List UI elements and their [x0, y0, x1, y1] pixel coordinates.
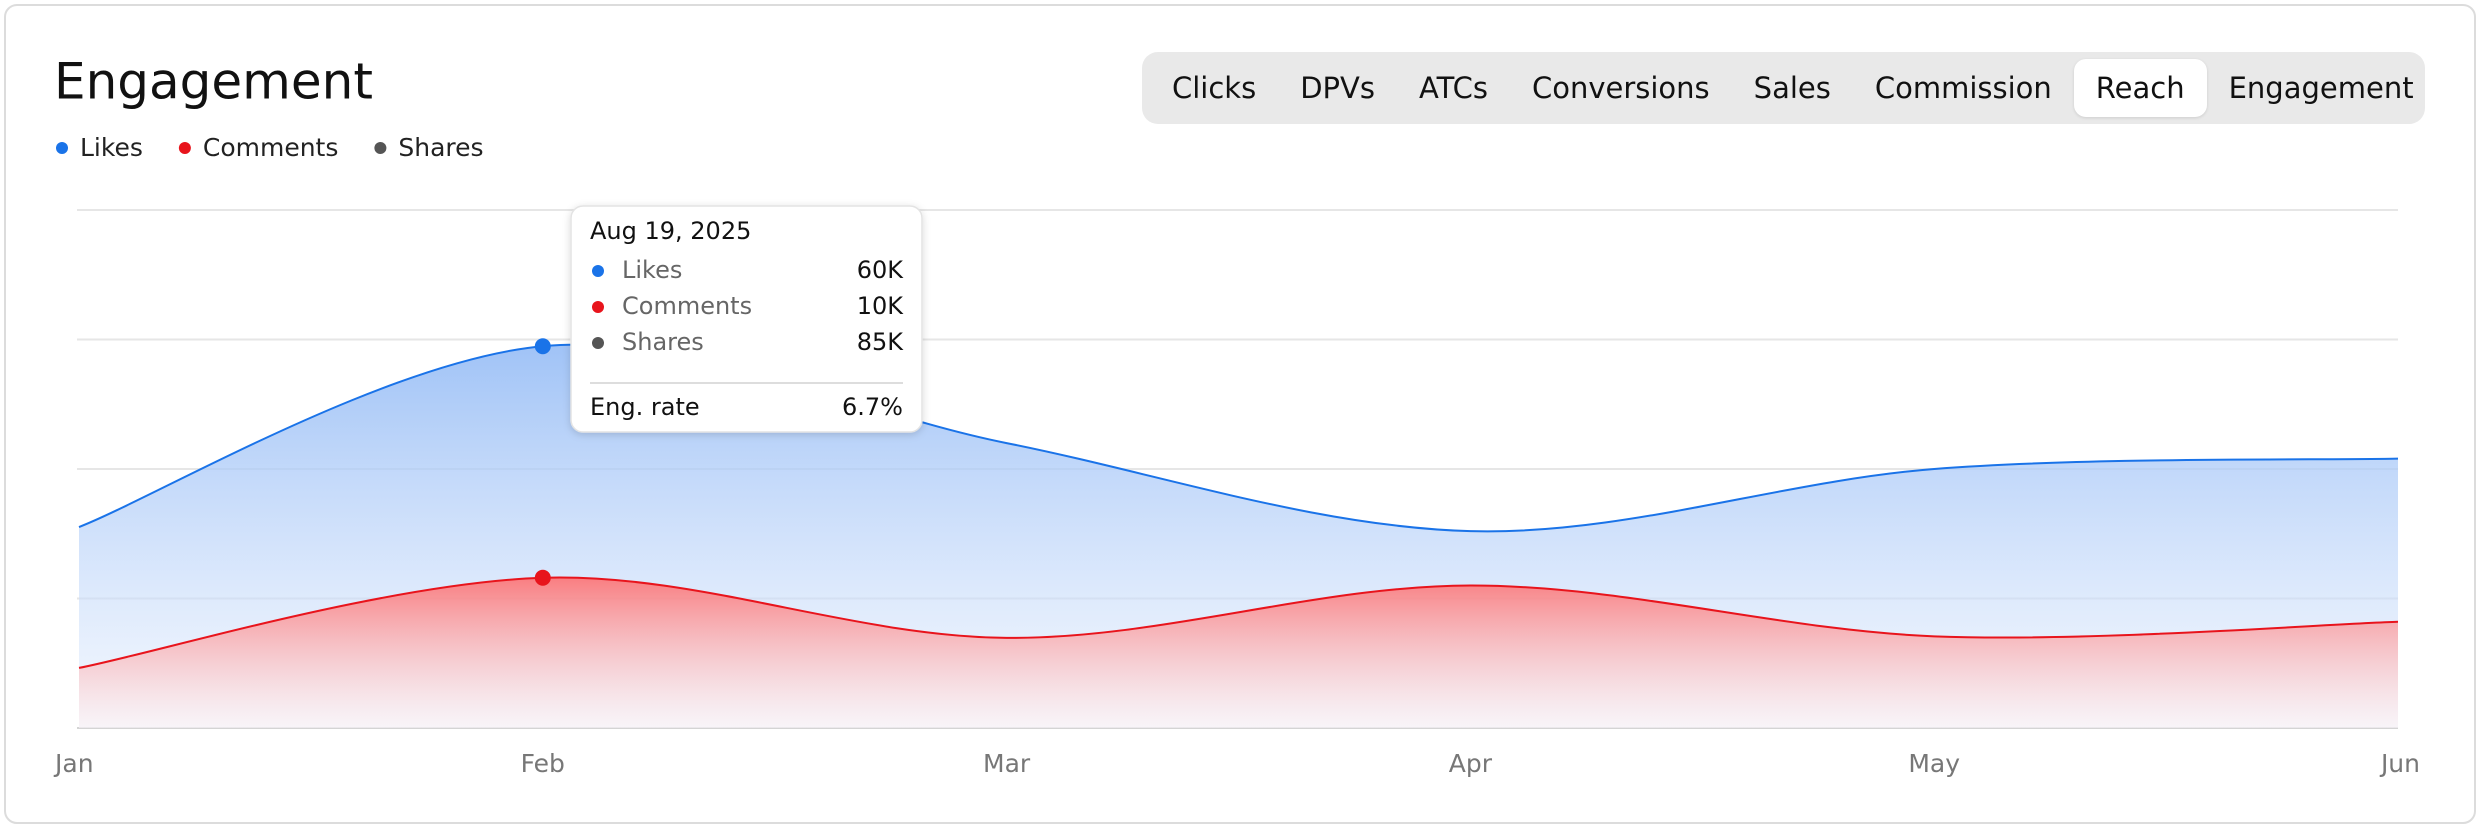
tooltip-value: 85K [857, 328, 905, 356]
tooltip-name: Shares [622, 328, 704, 356]
tooltip-value: 10K [857, 292, 905, 320]
tab[interactable]: Engagement [2228, 71, 2414, 105]
tooltip: Aug 19, 2025 Likes 60K Comments 10K Shares 85K… [570, 205, 923, 433]
legend-label: Comments [203, 133, 339, 162]
tooltip-dot [592, 337, 604, 349]
line [78, 576, 2399, 669]
tab[interactable]: DPVs [1300, 71, 1375, 105]
hover-dot [534, 569, 551, 586]
tab[interactable]: ATCs [1418, 71, 1488, 105]
tab[interactable]: Conversions [1531, 71, 1710, 105]
tooltip-rate: 6.7% [842, 393, 903, 421]
tab-bar: Clicks DPVs ATCs Conversions Sales Commission… [1142, 52, 2425, 124]
tab[interactable]: Commission [1874, 71, 2052, 105]
tooltip-date: Aug 19, 2025 [590, 217, 751, 245]
tooltip-name: Likes [622, 256, 682, 284]
tooltip-box [570, 205, 923, 433]
tooltip-value: 60K [857, 256, 905, 284]
tab[interactable]: Reach [2073, 59, 2207, 117]
tooltip-name: Comments [622, 292, 752, 320]
x-tick-label: Feb [521, 749, 565, 778]
legend-dot [56, 142, 68, 154]
tab[interactable]: Sales [1753, 71, 1831, 105]
hover-dot [534, 338, 551, 355]
legend-dot [374, 142, 387, 154]
tooltip-rate-name: Eng. rate [590, 393, 700, 421]
tooltip-dot [592, 301, 604, 313]
tab[interactable]: Clicks [1172, 71, 1257, 105]
legend-dot [178, 142, 191, 154]
line [78, 343, 2399, 533]
legend-label: Likes [80, 133, 143, 162]
chart-title: Engagement [54, 53, 373, 111]
tooltip-dot [592, 265, 604, 277]
x-tick-label: Jun [2379, 749, 2420, 778]
x-tick-label: May [1908, 749, 1960, 778]
x-tick-label: Apr [1449, 749, 1493, 778]
area [79, 577, 2398, 728]
legend-label: Shares [398, 133, 483, 162]
x-tick-label: Jan [53, 749, 94, 778]
x-tick-label: Mar [983, 749, 1031, 778]
